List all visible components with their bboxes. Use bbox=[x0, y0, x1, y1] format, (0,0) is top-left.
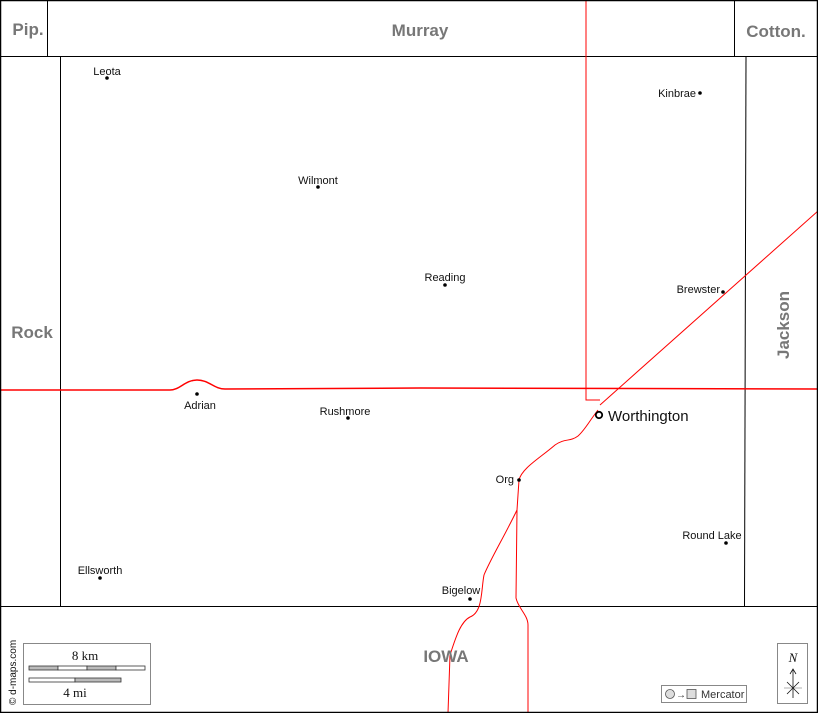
place-label: Round Lake bbox=[682, 530, 741, 542]
place-brewster: Brewster bbox=[677, 284, 725, 296]
town-marker bbox=[346, 416, 350, 420]
place-kinbrae: Kinbrae bbox=[658, 88, 702, 100]
township-line-red bbox=[585, 0, 600, 401]
circle-icon bbox=[665, 689, 675, 699]
place-round-lake: Round Lake bbox=[682, 530, 742, 545]
place-label: Adrian bbox=[184, 400, 216, 412]
scale-mi-label: 4 mi bbox=[63, 685, 87, 700]
railroad-diagonal bbox=[599, 210, 818, 406]
place-label: Brewster bbox=[677, 284, 721, 296]
county-seat-marker bbox=[594, 410, 604, 420]
neighbor-pipestone: Pip. bbox=[12, 20, 43, 39]
town-marker bbox=[724, 541, 728, 545]
road-south bbox=[515, 509, 529, 713]
neighbor-murray: Murray bbox=[392, 21, 449, 40]
place-label: Org bbox=[496, 474, 514, 486]
place-ellsworth: Ellsworth bbox=[78, 565, 123, 580]
north-arrow-icon bbox=[784, 668, 802, 698]
place-worthington: Worthington bbox=[594, 408, 689, 425]
county-borders bbox=[0, 0, 818, 607]
places: Leota Kinbrae Wilmont Reading Brewster Adrian… bbox=[78, 66, 742, 601]
place-label: Worthington bbox=[608, 408, 689, 425]
projection-label: Mercator bbox=[701, 689, 745, 701]
place-rushmore: Rushmore bbox=[320, 406, 371, 420]
neighbor-rock: Rock bbox=[11, 323, 53, 342]
place-reading: Reading bbox=[425, 272, 466, 287]
place-label: Wilmont bbox=[298, 175, 338, 187]
compass-north-label: N bbox=[788, 650, 799, 665]
place-label: Leota bbox=[93, 66, 121, 78]
place-label: Ellsworth bbox=[78, 565, 123, 577]
place-label: Reading bbox=[425, 272, 466, 284]
interstate-90 bbox=[0, 379, 818, 391]
neighbor-iowa: IOWA bbox=[423, 647, 468, 666]
compass: N bbox=[777, 643, 808, 704]
credit: © d-maps.com bbox=[8, 640, 19, 705]
square-icon bbox=[686, 689, 697, 699]
place-bigelow: Bigelow bbox=[442, 585, 481, 601]
town-marker bbox=[468, 597, 472, 601]
projection-note: → Mercator bbox=[661, 685, 747, 703]
town-marker bbox=[443, 283, 447, 287]
place-adrian: Adrian bbox=[184, 392, 216, 412]
scale-km-label: 8 km bbox=[72, 648, 98, 663]
town-marker bbox=[698, 91, 702, 95]
town-marker bbox=[98, 576, 102, 580]
town-marker bbox=[517, 478, 521, 482]
town-marker bbox=[195, 392, 199, 396]
neighbor-cottonwood: Cotton. bbox=[746, 22, 805, 41]
town-marker bbox=[105, 76, 109, 80]
neighbor-jackson: Jackson bbox=[774, 291, 793, 359]
town-marker bbox=[721, 290, 725, 294]
place-label: Kinbrae bbox=[658, 88, 696, 100]
place-wilmont: Wilmont bbox=[298, 175, 338, 189]
town-marker bbox=[316, 185, 320, 189]
scale-bar: 8 km 4 mi bbox=[23, 643, 151, 705]
place-leota: Leota bbox=[93, 66, 122, 80]
place-org: Org bbox=[496, 474, 521, 486]
place-label: Rushmore bbox=[320, 406, 371, 418]
arrow-icon: → bbox=[676, 690, 686, 701]
place-label: Bigelow bbox=[442, 585, 481, 597]
